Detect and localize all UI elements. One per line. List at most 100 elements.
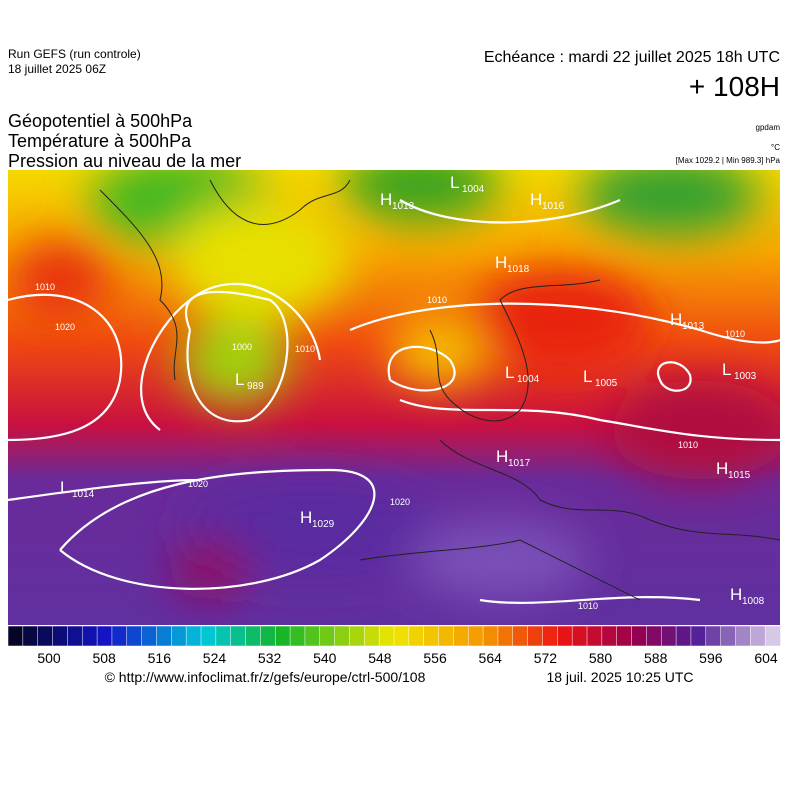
isobar-label: 1010 <box>35 282 55 292</box>
colorbar-cell <box>349 625 366 647</box>
colorbar-cell <box>497 625 514 647</box>
center-value: 1013 <box>682 321 705 332</box>
center-value: 1013 <box>392 201 415 212</box>
center-value: 1017 <box>508 458 531 469</box>
colorbar-cell <box>7 625 24 647</box>
unit-label: °C <box>771 143 780 152</box>
colorbar-tick-label: 548 <box>368 650 392 666</box>
colorbar-cell <box>334 625 351 647</box>
isobar-label: 1010 <box>427 295 447 305</box>
colorbar-tick-label: 556 <box>423 650 447 666</box>
colorbar-cell <box>542 625 559 647</box>
colorbar-cell <box>274 625 291 647</box>
colorbar-cell <box>215 625 232 647</box>
unit-label: gpdam <box>756 123 781 132</box>
center-type: L <box>450 173 459 192</box>
colorbar-cell <box>423 625 440 647</box>
colorbar-cell <box>660 625 677 647</box>
colorbar-cell <box>141 625 158 647</box>
center-value: 1016 <box>542 201 565 212</box>
center-type: H <box>380 190 392 209</box>
lead-time: + 108H <box>689 71 780 102</box>
colorbar-tick-label: 516 <box>148 650 172 666</box>
colorbar-cell <box>482 625 499 647</box>
colorbar-cell <box>527 625 544 647</box>
colorbar-cell <box>81 625 98 647</box>
center-value: 1018 <box>507 264 530 275</box>
echeance: Echéance : mardi 22 juillet 2025 18h UTC <box>484 49 780 66</box>
colorbar-tick-label: 604 <box>754 650 778 666</box>
colorbar-cell <box>260 625 276 647</box>
center-type: L <box>235 370 244 389</box>
colorbar-cell <box>586 625 603 647</box>
colorbar-cell <box>156 625 173 647</box>
colorbar-tick-label: 572 <box>534 650 558 666</box>
center-value: 1008 <box>742 596 765 607</box>
center-type: L <box>722 360 731 379</box>
colorbar-cell <box>675 625 692 647</box>
colorbar-cell <box>111 625 128 647</box>
layer-title: Pression au niveau de la mer <box>8 151 241 171</box>
colorbar-tick-label: 524 <box>203 650 227 666</box>
center-value: 1005 <box>595 378 618 389</box>
isobar-label: 1010 <box>295 344 315 354</box>
isobar-label: 1000 <box>232 342 252 352</box>
colorbar-cell <box>304 625 321 647</box>
colorbar-tick-label: 588 <box>644 650 668 666</box>
colorbar-cell <box>319 625 336 647</box>
colorbar-cell <box>735 625 752 647</box>
unit-label: [Max 1029.2 | Min 989.3] hPa <box>676 156 781 165</box>
colorbar-tick-label: 580 <box>589 650 613 666</box>
center-value: 1029 <box>312 519 335 530</box>
layer-title: Géopotentiel à 500hPa <box>8 111 193 131</box>
colorbar-cell <box>126 625 143 647</box>
isobar-label: 1010 <box>678 440 698 450</box>
colorbar-cell <box>750 625 766 647</box>
colorbar-cell <box>453 625 469 647</box>
colorbar-cell <box>96 625 113 647</box>
isobars <box>8 198 780 604</box>
colorbar-cell <box>438 625 455 647</box>
colorbar-cell <box>393 625 410 647</box>
colorbar-tick-label: 500 <box>37 650 61 666</box>
colorbar: 500 508 516 524 532 540 548 556 564 572 580 588 596 6… <box>7 625 781 666</box>
center-type: L <box>60 478 69 497</box>
isobar-label: 1020 <box>188 479 208 489</box>
colorbar-cell <box>52 625 69 647</box>
run-date: 18 juillet 2025 06Z <box>8 62 106 76</box>
colorbar-cell <box>571 625 588 647</box>
colorbar-cell <box>512 625 529 647</box>
isobar-labels: 1010 1020 1000 1010 1010 1020 1020 1010 1010 1010 <box>35 282 745 611</box>
colorbar-cell <box>557 625 573 647</box>
center-value: 1003 <box>734 371 757 382</box>
colorbar-cell <box>601 625 618 647</box>
field-blobs <box>10 170 780 600</box>
colorbar-cell <box>171 625 187 647</box>
isobar-label: 1020 <box>55 322 75 332</box>
center-value: 1004 <box>517 374 540 385</box>
center-type: H <box>495 253 507 272</box>
colorbar-cell <box>646 625 662 647</box>
colorbar-tick-label: 508 <box>92 650 116 666</box>
colorbar-cell <box>616 625 633 647</box>
colorbar-cell <box>631 625 648 647</box>
colorbar-cell <box>230 625 247 647</box>
run-label: Run GEFS (run controle) <box>8 47 141 61</box>
colorbar-cell <box>245 625 262 647</box>
colorbar-tick-label: 564 <box>479 650 503 666</box>
colorbar-cell <box>289 625 306 647</box>
colorbar-cell <box>720 625 737 647</box>
colorbar-tick-label: 596 <box>699 650 723 666</box>
colorbar-cell <box>764 625 781 647</box>
colorbar-cell <box>22 625 39 647</box>
center-type: H <box>300 508 312 527</box>
layer-title: Température à 500hPa <box>8 131 192 151</box>
center-value: 1014 <box>72 489 95 500</box>
colorbar-cell <box>378 625 395 647</box>
isobar-label: 1010 <box>725 329 745 339</box>
coastlines <box>99 179 780 601</box>
generated-time: 18 juil. 2025 10:25 UTC <box>546 669 693 685</box>
colorbar-cell <box>37 625 54 647</box>
